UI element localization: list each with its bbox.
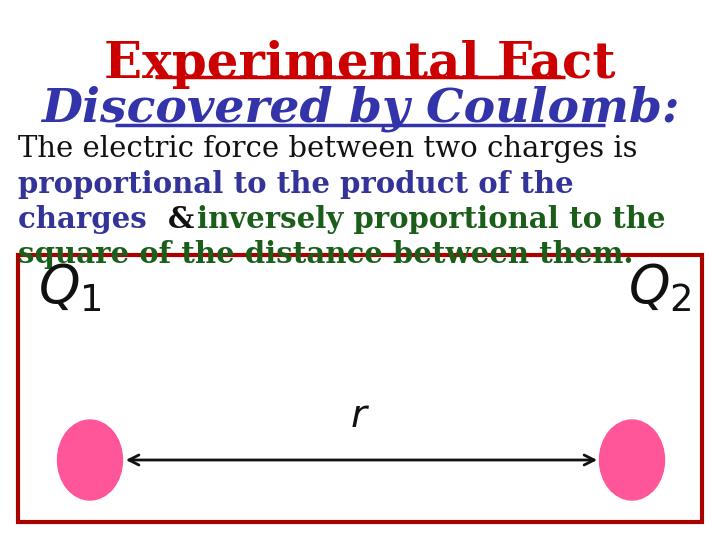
Ellipse shape: [58, 420, 122, 500]
Text: charges: charges: [18, 205, 157, 234]
Text: inversely proportional to the: inversely proportional to the: [197, 205, 665, 234]
Bar: [18, 255, 702, 522]
Text: Discovered by Coulomb:: Discovered by Coulomb:: [41, 85, 679, 132]
Text: The electric force between two charges is: The electric force between two charges i…: [18, 135, 637, 163]
Text: $Q_2$: $Q_2$: [628, 262, 691, 315]
Text: &: &: [168, 205, 204, 234]
Text: $r$: $r$: [350, 398, 370, 435]
Ellipse shape: [600, 420, 665, 500]
Text: proportional to the product of the: proportional to the product of the: [18, 170, 574, 199]
Text: $Q_1$: $Q_1$: [38, 262, 102, 315]
Text: square of the distance between them.: square of the distance between them.: [18, 240, 634, 269]
Text: Experimental Fact: Experimental Fact: [104, 40, 616, 89]
